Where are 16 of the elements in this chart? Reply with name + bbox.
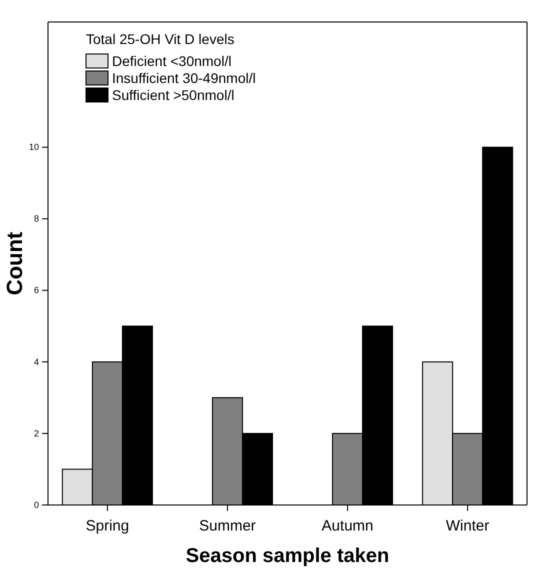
y-axis-title: Count	[2, 231, 27, 296]
y-tick-label: 10	[28, 142, 39, 152]
y-tick-label: 2	[34, 428, 39, 438]
x-tick-label: Summer	[199, 518, 256, 534]
y-tick-label: 8	[34, 214, 39, 224]
x-axis-title: Season sample taken	[186, 545, 390, 567]
y-tick-label: 6	[34, 285, 39, 296]
x-tick-label: Spring	[86, 518, 130, 534]
legend-label: Sufficient >50nmol/l	[112, 87, 234, 103]
y-tick-label: 4	[34, 356, 39, 367]
legend-label: Deficient <30nmol/l	[112, 53, 232, 69]
legend-title: Total 25-OH Vit D levels	[86, 31, 234, 47]
x-tick-label: Winter	[446, 518, 490, 534]
legend-label: Insufficient 30-49nmol/l	[112, 70, 256, 86]
y-tick-label: 0	[34, 500, 39, 510]
x-tick-label: Autumn	[322, 518, 374, 534]
